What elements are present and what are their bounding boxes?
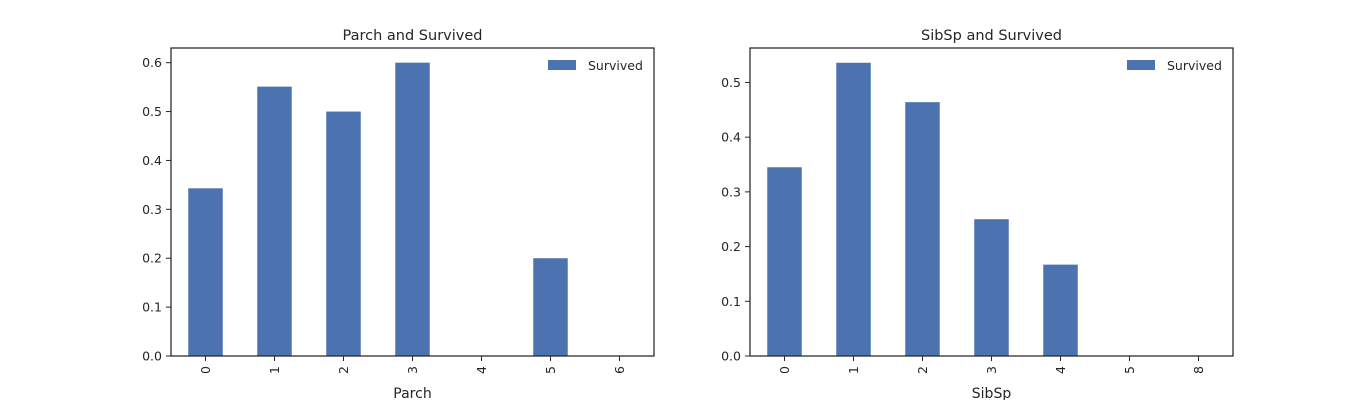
y-tick-label: 0.2 [142,251,162,266]
chart-title: SibSp and Survived [921,28,1062,44]
x-tick-label: 1 [846,366,861,374]
x-tick-label: 2 [915,366,930,374]
legend-label: Survived [1167,58,1222,73]
x-tick-label: 5 [543,366,558,374]
y-tick-label: 0.0 [721,349,741,364]
y-tick-label: 0.1 [142,300,162,315]
legend-label: Survived [588,58,643,73]
y-tick-label: 0.4 [142,153,162,168]
y-tick-label: 0.6 [142,55,162,70]
y-tick-label: 0.0 [142,349,162,364]
x-ticks: 0 1 2 3 4 5 6 [198,356,627,374]
x-ticks: 0 1 2 3 4 5 8 [777,356,1206,374]
x-tick-label: 6 [612,366,627,374]
y-tick-label: 0.1 [721,294,741,309]
bars-group [767,62,1078,357]
x-tick-label: 3 [405,366,420,374]
y-tick-label: 0.4 [721,130,741,145]
bar-1 [257,86,292,357]
x-tick-label: 4 [1053,366,1068,374]
x-tick-label: 0 [198,366,213,374]
x-tick-label: 8 [1191,366,1206,374]
x-tick-label: 5 [1122,366,1137,374]
y-ticks: 0.0 0.1 0.2 0.3 0.4 0.5 0.6 [142,55,171,364]
legend-swatch [1127,60,1155,70]
x-tick-label: 0 [777,366,792,374]
y-tick-label: 0.3 [721,184,741,199]
legend: Survived [548,58,643,73]
chart-title: Parch and Survived [343,28,483,44]
bar-0 [188,188,223,356]
legend: Survived [1127,58,1222,73]
bar-2 [326,111,361,356]
bar-2 [905,102,940,356]
legend-swatch [548,60,576,70]
x-tick-label: 1 [267,366,282,374]
bar-0 [767,167,802,356]
bar-4 [1043,264,1078,356]
bar-1 [836,62,871,357]
bar-3 [974,219,1009,356]
bar-5 [533,258,568,356]
y-ticks: 0.0 0.1 0.2 0.3 0.4 0.5 [721,75,750,364]
x-axis-label: SibSp [972,386,1012,400]
plot-frame [170,47,655,357]
x-tick-label: 3 [984,366,999,374]
y-tick-label: 0.5 [721,75,741,90]
plot-frame [749,47,1234,357]
chart-sibsp-survived: SibSp and Survived 0.0 0.1 0.2 0.3 0.4 0.5 0 1… [721,28,1234,400]
x-tick-label: 4 [474,366,489,374]
chart-parch-survived: Parch and Survived 0.0 0.1 0.2 0.3 0.4 0.5 0.6… [142,28,655,400]
x-axis-label: Parch [393,386,431,400]
x-tick-label: 2 [336,366,351,374]
bars-group [188,62,568,357]
y-tick-label: 0.3 [142,202,162,217]
y-tick-label: 0.5 [142,104,162,119]
y-tick-label: 0.2 [721,239,741,254]
bar-3 [395,62,430,357]
